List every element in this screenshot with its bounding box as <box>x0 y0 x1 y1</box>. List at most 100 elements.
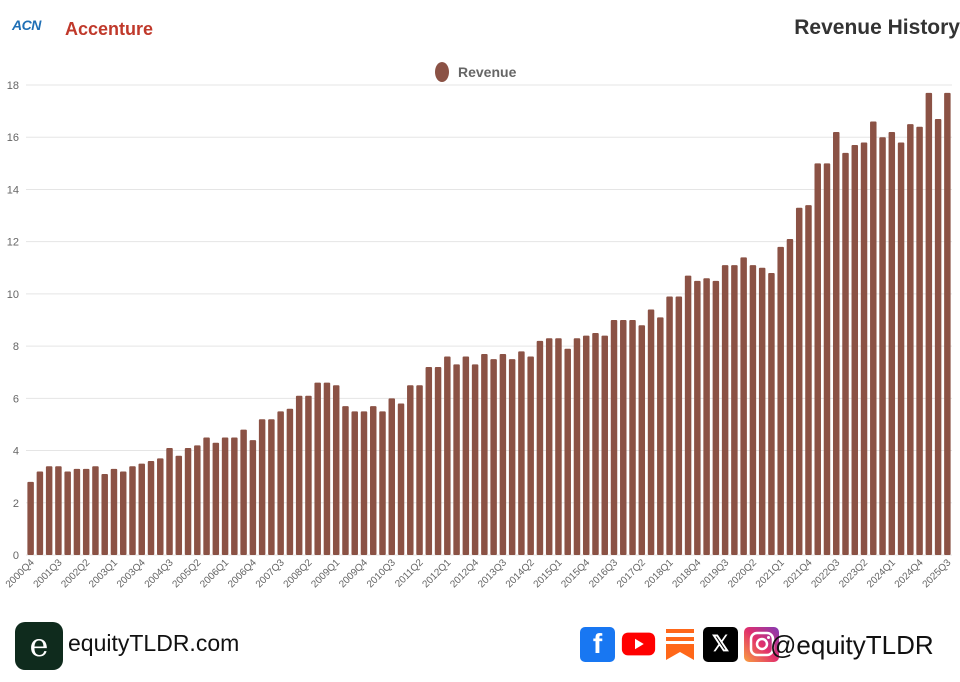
x-icon[interactable]: 𝕏 <box>703 626 738 662</box>
bar-2020Q1 <box>740 257 747 555</box>
revenue-bar-chart: 0246810121416182000Q42001Q32002Q22003Q12… <box>4 62 954 590</box>
bar-2004Q4 <box>175 455 183 555</box>
bar-2019Q1 <box>703 278 710 555</box>
bar-2016Q1 <box>592 333 599 555</box>
bar-2009Q3 <box>351 411 358 555</box>
company-name: Accenture <box>65 19 154 39</box>
bar-2022Q1 <box>814 163 821 555</box>
bar-2008Q2 <box>305 395 312 555</box>
bar-2000Q4 <box>27 481 34 555</box>
bar-2016Q3 <box>610 320 618 555</box>
bar-2002Q1 <box>73 468 81 555</box>
bar-2013Q3 <box>499 353 507 555</box>
bar-2017Q4 <box>657 317 664 555</box>
bar-2025Q3 <box>944 92 951 556</box>
bar-2023Q1 <box>851 145 859 556</box>
bar-2012Q4 <box>471 364 479 555</box>
x-tick-label: 2014Q2 <box>504 557 537 590</box>
bar-2004Q3 <box>166 447 173 555</box>
bar-2005Q3 <box>203 437 210 555</box>
bar-2008Q4 <box>323 382 331 555</box>
bar-2007Q4 <box>286 408 294 555</box>
x-tick-label: 2015Q1 <box>532 557 565 590</box>
x-tick-label: 2017Q2 <box>615 557 648 590</box>
bar-2009Q4 <box>360 411 368 555</box>
x-tick-label: 2005Q2 <box>170 557 203 590</box>
y-tick-label: 14 <box>7 184 19 196</box>
x-tick-label: 2007Q3 <box>254 557 287 590</box>
bar-2025Q2 <box>934 118 942 555</box>
y-tick-label: 18 <box>7 80 19 92</box>
x-tick-label: 2000Q4 <box>4 557 37 590</box>
y-tick-label: 6 <box>13 393 19 405</box>
bar-2017Q1 <box>629 320 636 555</box>
x-tick-label: 2021Q4 <box>782 557 815 590</box>
bar-2006Q2 <box>231 437 238 555</box>
bar-2019Q2 <box>712 280 720 555</box>
bar-2012Q3 <box>462 356 470 555</box>
x-tick-label: 2020Q2 <box>726 557 759 590</box>
bar-2010Q3 <box>388 398 396 555</box>
x-tick-label: 2012Q1 <box>421 557 454 590</box>
bar-2024Q4 <box>916 126 923 556</box>
bar-2021Q2 <box>786 239 794 556</box>
x-tick-label: 2013Q3 <box>476 557 509 590</box>
bar-2004Q2 <box>157 458 164 555</box>
site-link[interactable]: equityTLDR.com <box>68 630 240 656</box>
bar-2024Q1 <box>888 132 896 555</box>
bar-2002Q3 <box>92 466 99 555</box>
bar-2017Q2 <box>638 325 646 555</box>
bar-2005Q4 <box>212 442 220 555</box>
social-handle[interactable]: @equityTLDR <box>770 630 934 660</box>
x-tick-label: 2002Q2 <box>59 557 92 590</box>
bar-2011Q3 <box>425 367 433 555</box>
x-tick-label: 2008Q2 <box>282 557 315 590</box>
bar-2003Q4 <box>138 463 145 555</box>
bar-2016Q2 <box>601 335 608 555</box>
x-tick-label: 2009Q4 <box>337 557 370 590</box>
y-tick-label: 2 <box>13 498 19 510</box>
bar-2014Q3 <box>536 340 544 555</box>
bar-2006Q3 <box>240 429 247 555</box>
y-tick-label: 8 <box>13 341 19 353</box>
y-tick-label: 16 <box>7 132 19 144</box>
youtube-icon[interactable] <box>621 627 656 662</box>
legend-marker <box>435 62 449 82</box>
bar-2001Q4 <box>64 471 71 555</box>
x-tick-label: 2021Q1 <box>754 557 787 590</box>
bar-2022Q2 <box>823 163 831 555</box>
bar-2018Q3 <box>684 275 692 555</box>
x-tick-label: 2011Q2 <box>393 557 426 590</box>
bar-2011Q4 <box>434 367 442 555</box>
x-tick-label: 2006Q1 <box>198 557 231 590</box>
x-tick-label: 2015Q4 <box>559 557 592 590</box>
bar-2021Q3 <box>795 207 803 555</box>
bar-2018Q1 <box>666 296 673 555</box>
bar-2021Q1 <box>777 246 784 555</box>
bar-2010Q1 <box>370 406 377 555</box>
bar-2008Q1 <box>295 395 303 555</box>
bar-2014Q1 <box>518 351 525 555</box>
bar-2019Q3 <box>721 265 729 555</box>
equitytldr-logo-icon: e <box>15 622 63 670</box>
bar-2006Q4 <box>249 440 257 555</box>
y-tick-label: 4 <box>13 446 19 458</box>
x-tick-label: 2006Q4 <box>226 557 259 590</box>
bar-2025Q1 <box>925 92 933 556</box>
bar-2020Q3 <box>758 267 766 555</box>
bar-2017Q3 <box>647 309 655 555</box>
instagram-icon[interactable] <box>744 626 779 662</box>
bar-2016Q4 <box>620 320 627 555</box>
substack-icon[interactable] <box>662 627 697 662</box>
legend: Revenue <box>435 62 517 82</box>
y-tick-label: 0 <box>13 550 19 562</box>
bar-2003Q3 <box>129 466 136 555</box>
bar-2020Q4 <box>768 273 775 555</box>
facebook-icon[interactable]: f <box>580 626 615 662</box>
legend-label: Revenue <box>458 64 517 80</box>
bar-2013Q1 <box>481 353 488 555</box>
bar-2023Q3 <box>870 121 877 556</box>
bar-2022Q4 <box>842 152 849 555</box>
bar-2007Q1 <box>258 419 266 555</box>
bar-2014Q4 <box>545 338 553 555</box>
